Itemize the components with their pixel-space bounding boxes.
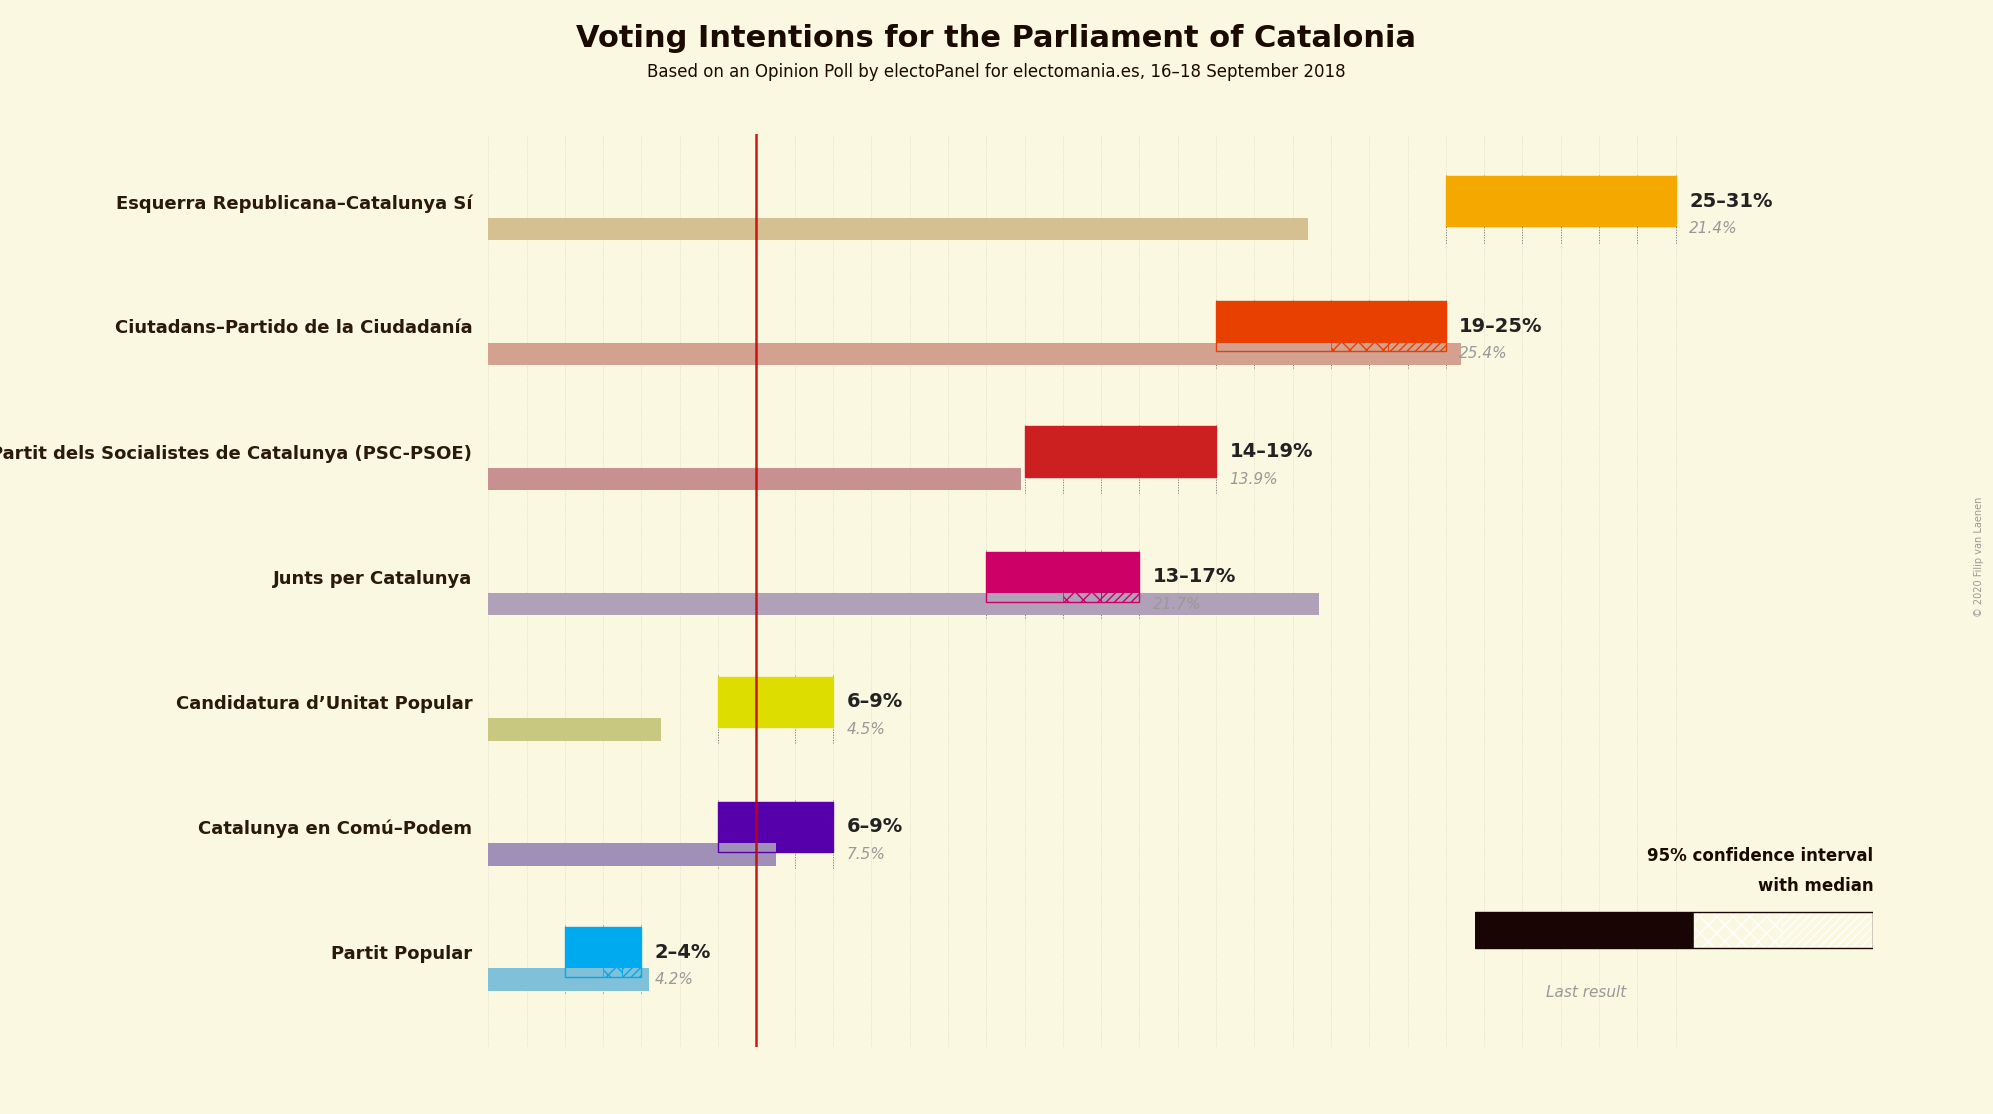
Text: with median: with median <box>1758 877 1873 895</box>
Text: 13.9%: 13.9% <box>1230 471 1278 487</box>
Bar <box>488 843 775 866</box>
Text: Voting Intentions for the Parliament of Catalonia: Voting Intentions for the Parliament of … <box>576 25 1417 53</box>
Bar <box>1100 551 1140 602</box>
Text: 7.5%: 7.5% <box>847 847 885 862</box>
Text: 4.5%: 4.5% <box>847 722 885 736</box>
Bar <box>1694 912 1782 948</box>
Bar <box>775 802 805 852</box>
Bar <box>1475 912 1873 948</box>
Bar <box>488 968 650 990</box>
Bar <box>622 927 642 977</box>
Text: 25.4%: 25.4% <box>1459 346 1509 361</box>
Bar <box>488 217 1307 240</box>
Bar <box>1168 427 1216 477</box>
Text: 95% confidence interval: 95% confidence interval <box>1648 847 1873 864</box>
Text: 19–25%: 19–25% <box>1459 316 1543 336</box>
Bar <box>564 927 642 977</box>
Text: 6–9%: 6–9% <box>847 692 903 712</box>
Text: 21.4%: 21.4% <box>1690 222 1738 236</box>
Bar <box>1216 302 1445 351</box>
Bar <box>488 468 1020 490</box>
Bar <box>717 677 833 726</box>
Bar <box>564 927 642 977</box>
Bar <box>488 593 1319 615</box>
Text: Based on an Opinion Poll by electoPanel for electomania.es, 16–18 September 2018: Based on an Opinion Poll by electoPanel … <box>648 63 1345 81</box>
Text: 4.2%: 4.2% <box>656 973 694 987</box>
Text: 25–31%: 25–31% <box>1690 192 1772 211</box>
Bar <box>1475 912 1694 948</box>
Bar <box>717 802 833 852</box>
Bar <box>1216 302 1445 351</box>
Bar <box>775 677 805 726</box>
Bar <box>987 551 1140 602</box>
Bar <box>1062 551 1100 602</box>
Text: © 2020 Filip van Laenen: © 2020 Filip van Laenen <box>1973 497 1985 617</box>
Bar <box>1782 912 1873 948</box>
Text: Last result: Last result <box>1547 986 1626 1000</box>
Bar <box>1445 176 1676 226</box>
Bar <box>604 927 622 977</box>
Bar <box>717 802 833 852</box>
Bar <box>1389 302 1445 351</box>
Bar <box>1331 302 1389 351</box>
Bar <box>987 551 1140 602</box>
Bar <box>805 677 833 726</box>
Bar <box>1024 427 1216 477</box>
Bar <box>1024 427 1216 477</box>
Text: 6–9%: 6–9% <box>847 818 903 837</box>
Text: 2–4%: 2–4% <box>656 942 712 961</box>
Text: 21.7%: 21.7% <box>1152 597 1202 612</box>
Bar <box>1618 176 1676 226</box>
Bar <box>1445 176 1676 226</box>
Bar <box>488 343 1461 365</box>
Bar <box>1561 176 1618 226</box>
Bar <box>1120 427 1168 477</box>
Text: 13–17%: 13–17% <box>1152 567 1236 586</box>
Bar <box>488 719 660 741</box>
Text: 14–19%: 14–19% <box>1230 442 1313 461</box>
Bar <box>805 802 833 852</box>
Bar <box>717 677 833 726</box>
